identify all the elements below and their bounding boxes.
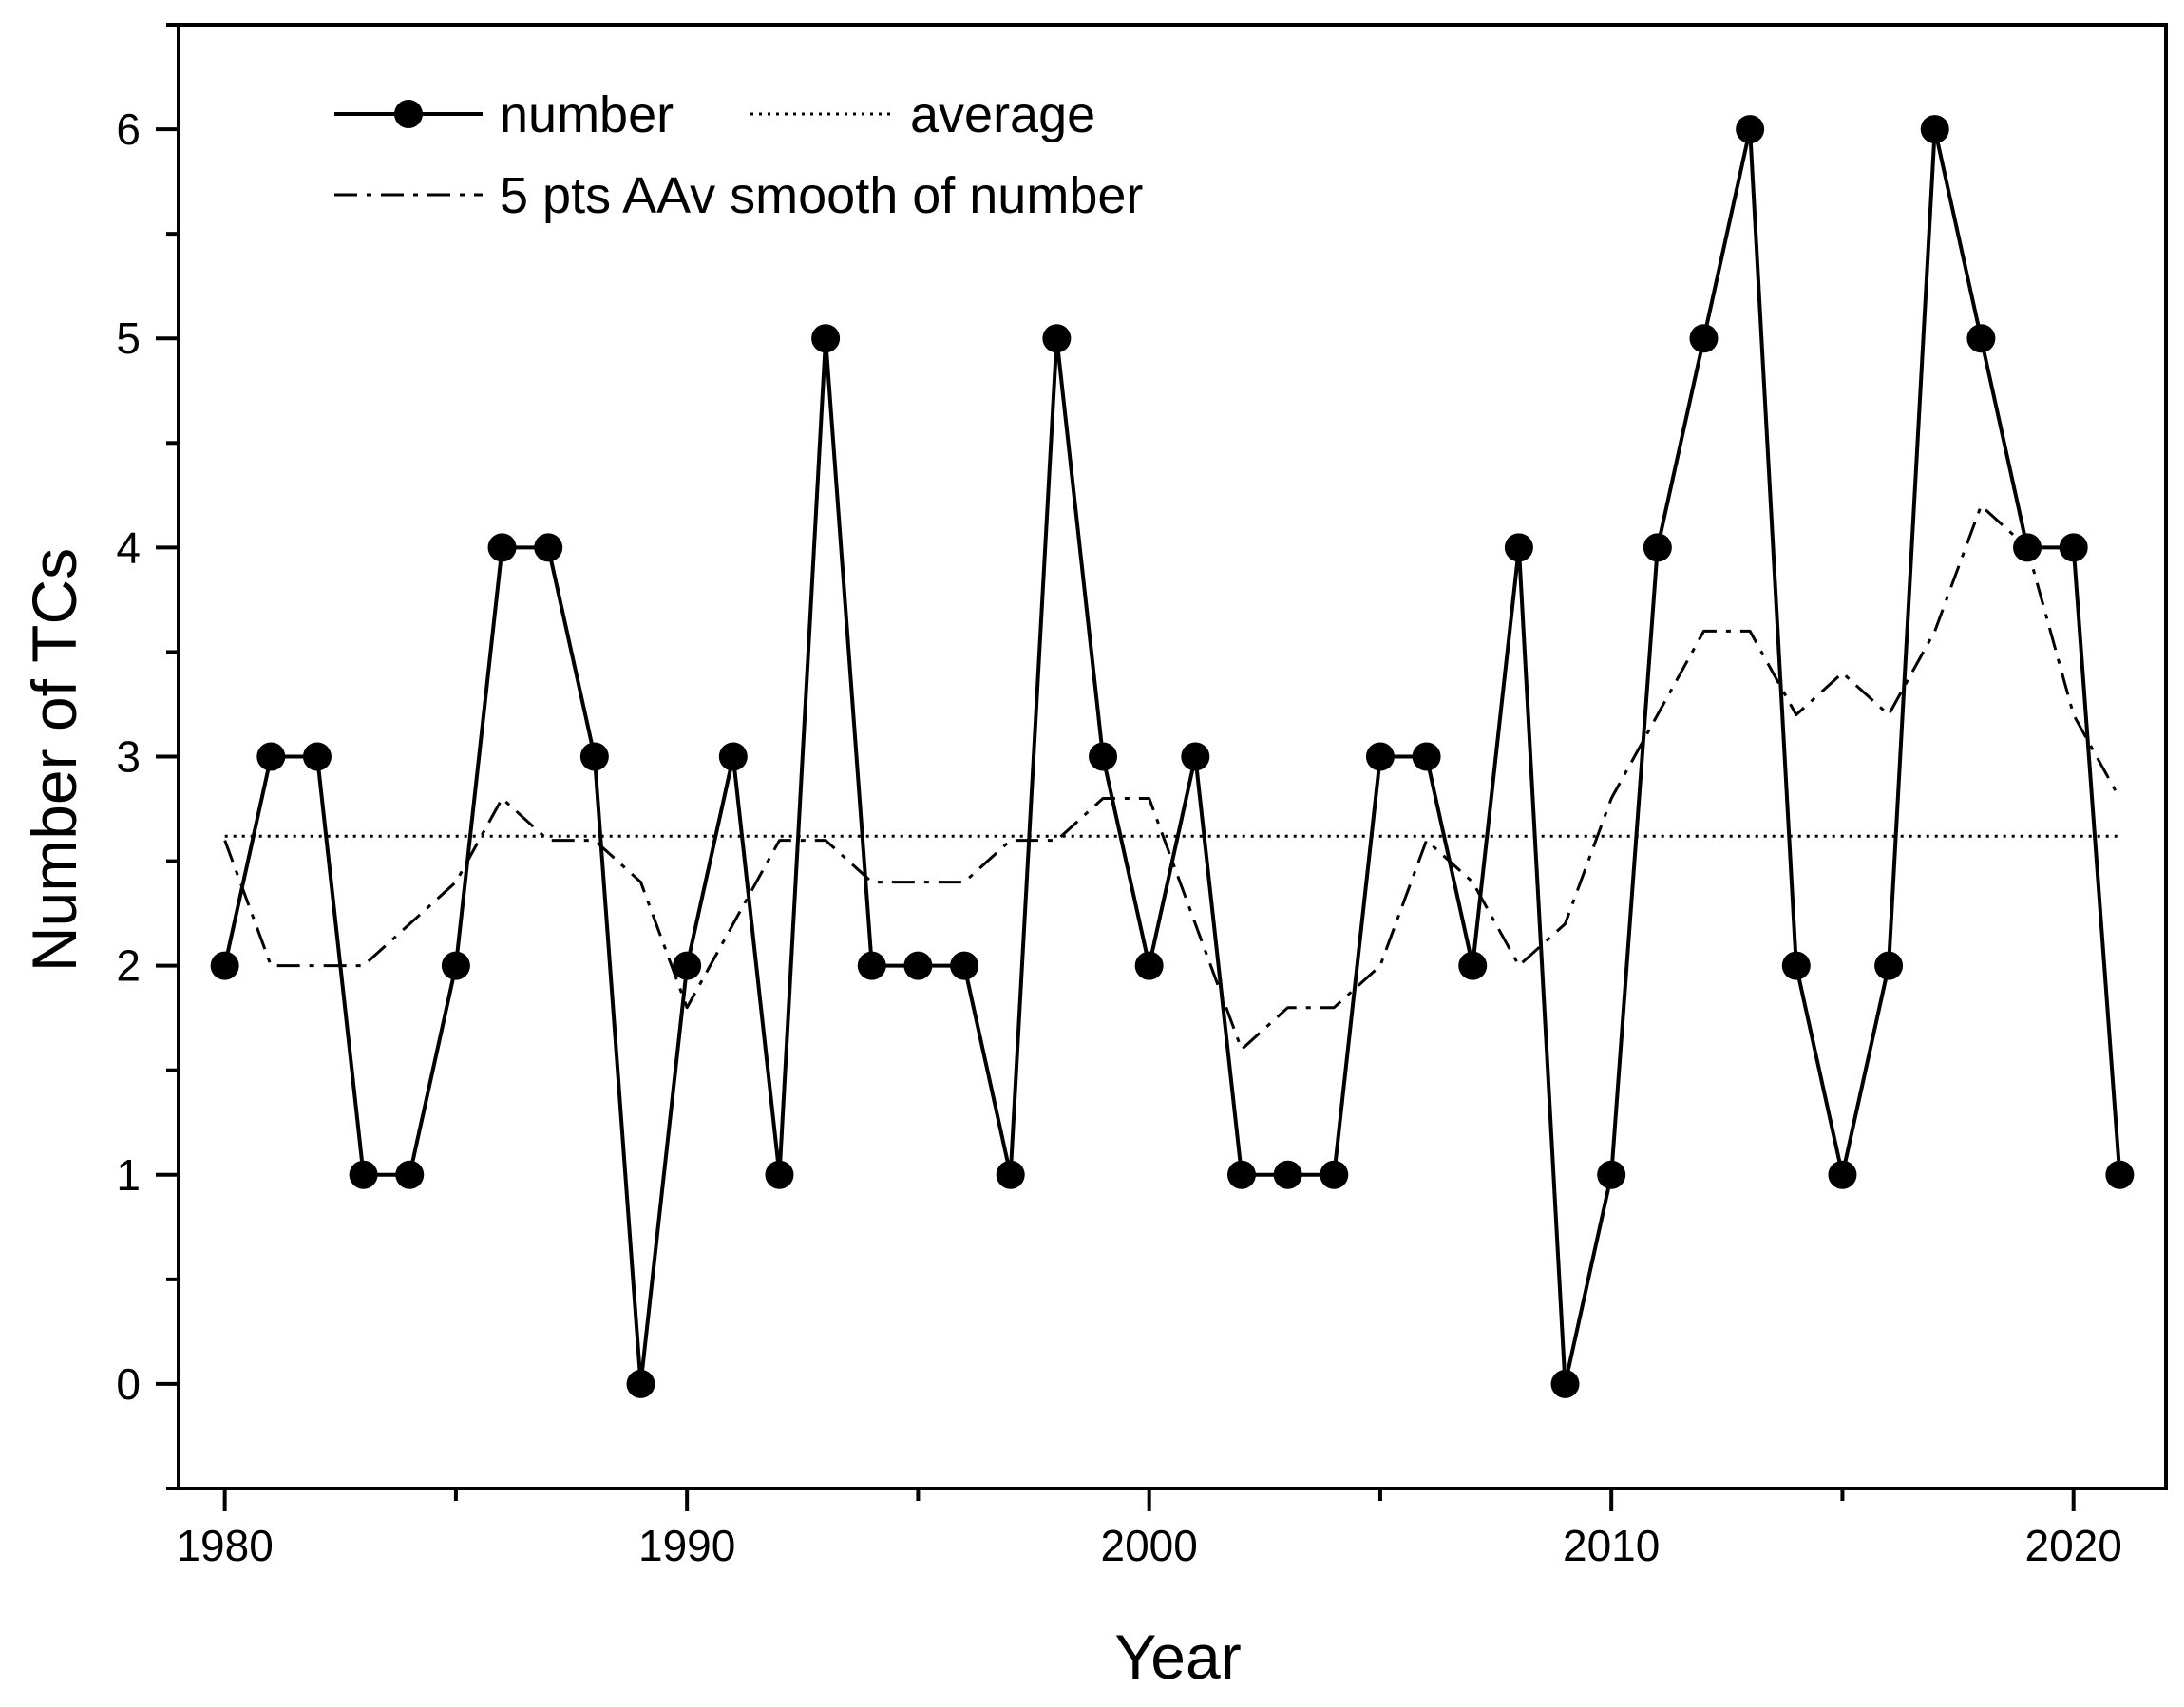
- y-tick-label: 6: [116, 104, 141, 154]
- data-point-number: [487, 533, 517, 562]
- data-point-number: [395, 1160, 425, 1189]
- data-point-number: [903, 951, 933, 980]
- data-point-number: [1320, 1160, 1349, 1189]
- data-point-number: [1966, 324, 1996, 353]
- x-tick-label: 2020: [2025, 1521, 2122, 1570]
- legend-label-number: number: [500, 86, 674, 143]
- data-point-number: [1273, 1160, 1302, 1189]
- data-point-number: [441, 951, 470, 980]
- data-point-number: [950, 951, 979, 980]
- legend-swatch-number-marker: [394, 100, 423, 128]
- data-point-number: [673, 951, 702, 980]
- data-point-number: [811, 324, 841, 353]
- data-point-number: [349, 1160, 378, 1189]
- y-tick-label: 4: [116, 522, 141, 572]
- data-point-number: [256, 742, 286, 771]
- data-point-number: [210, 951, 239, 980]
- data-point-number: [1874, 951, 1904, 980]
- data-point-number: [1689, 324, 1719, 353]
- y-tick-label: 0: [116, 1359, 141, 1409]
- y-axis-title: Number of TCs: [19, 548, 89, 972]
- series-line-5-pts-aav-smooth-of-number: [223, 503, 2121, 1052]
- data-point-number: [996, 1160, 1025, 1189]
- data-point-number: [1781, 951, 1811, 980]
- data-point-number: [857, 951, 886, 980]
- data-point-number: [2013, 533, 2042, 562]
- data-point-number: [1828, 1160, 1857, 1189]
- x-tick-label: 1990: [638, 1521, 735, 1570]
- data-point-number: [718, 742, 748, 771]
- data-point-number: [1412, 742, 1441, 771]
- data-point-number: [1458, 951, 1488, 980]
- y-tick-label: 2: [116, 941, 141, 991]
- x-axis-title: Year: [1114, 1622, 1241, 1692]
- x-tick-label: 2000: [1101, 1521, 1198, 1570]
- x-tick-label: 1980: [176, 1521, 273, 1570]
- plot-frame: [177, 23, 2168, 1490]
- y-tick-label: 5: [116, 313, 141, 363]
- legend: number average 5 pts AAv smooth of numbe…: [334, 86, 1143, 224]
- legend-label-average: average: [910, 86, 1095, 143]
- data-point-number: [1736, 115, 1765, 144]
- plot-series: [210, 115, 2135, 1398]
- data-point-number: [534, 533, 563, 562]
- series-line-number: [222, 127, 2122, 1386]
- y-tick-label: 1: [116, 1150, 141, 1200]
- data-point-number: [1181, 742, 1210, 771]
- data-point-number: [1550, 1369, 1580, 1398]
- legend-label-smooth: 5 pts AAv smooth of number: [500, 167, 1143, 224]
- data-point-number: [1042, 324, 1072, 353]
- y-tick-labels: 0 1 2 3 4 5 6: [116, 104, 141, 1409]
- data-point-number: [302, 742, 332, 771]
- data-point-number: [626, 1369, 655, 1398]
- data-point-number: [1504, 533, 1533, 562]
- data-point-number: [765, 1160, 794, 1189]
- data-point-number: [2059, 533, 2088, 562]
- data-point-number: [1643, 533, 1672, 562]
- tick-marks: [156, 23, 2076, 1511]
- data-point-number: [1134, 951, 1164, 980]
- x-tick-label: 2010: [1563, 1521, 1660, 1570]
- data-point-number: [1920, 115, 1949, 144]
- x-tick-labels: 1980 1990 2000 2010 2020: [176, 1521, 2121, 1570]
- y-tick-label: 3: [116, 732, 141, 782]
- data-point-number: [1089, 742, 1118, 771]
- data-point-number: [1597, 1160, 1626, 1189]
- data-point-number: [1365, 742, 1395, 771]
- data-point-number: [579, 742, 609, 771]
- data-point-number: [1226, 1160, 1256, 1189]
- data-point-number: [2105, 1160, 2135, 1189]
